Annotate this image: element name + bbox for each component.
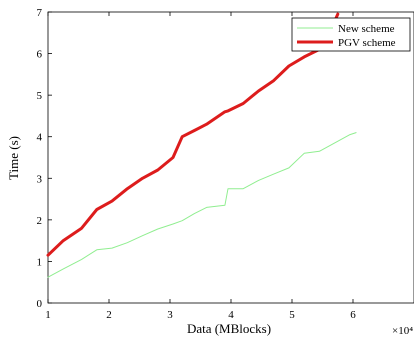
x-tick-label: 3 [167,309,173,321]
y-axis-label: Time (s) [6,136,21,180]
x-tick-label: 5 [289,309,295,321]
y-tick-label: 5 [37,90,43,102]
series-lines [46,12,357,278]
x-axis-label: Data (MBlocks) [187,321,271,336]
series-line-pgv-scheme [46,12,340,257]
x-tick-label: 6 [350,309,356,321]
y-tick-label: 7 [37,7,43,19]
y-tick-label: 2 [37,215,43,227]
x-axis: 1 2 3 4 5 6 [45,12,356,321]
plot-area [47,11,414,304]
x-tick-label: 4 [228,309,234,321]
series-line-new-scheme [47,132,357,278]
y-tick-label: 6 [37,49,43,61]
y-tick-label: 3 [37,173,43,185]
legend: New scheme PGV scheme [291,17,411,52]
x-axis-multiplier: ×10⁴ [392,325,413,337]
legend-box [291,17,411,52]
y-tick-label: 1 [37,256,43,268]
legend-label-pgv-scheme: PGV scheme [338,37,396,49]
y-tick-label: 4 [37,132,43,144]
x-tick-label: 2 [106,309,112,321]
y-axis: 0 1 2 3 4 5 6 7 [37,7,52,310]
y-tick-label: 0 [37,298,43,310]
x-tick-label: 1 [45,309,51,321]
legend-label-new-scheme: New scheme [338,23,395,35]
